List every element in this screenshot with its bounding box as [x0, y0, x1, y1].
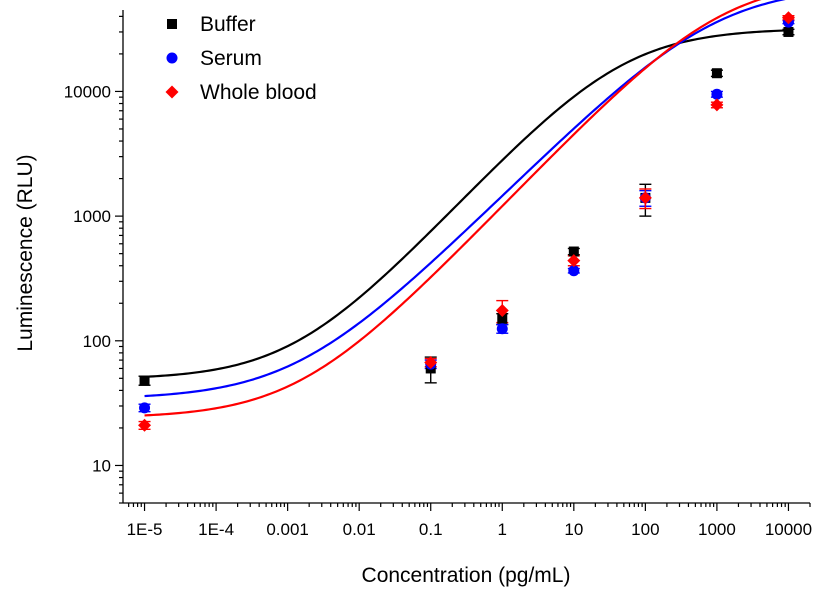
y-tick-label: 10000	[64, 82, 111, 101]
fit-curve-whole-blood	[144, 0, 762, 417]
data-point-buffer	[139, 375, 150, 386]
x-tick-label: 1	[498, 520, 507, 539]
x-tick-label: 0.1	[419, 520, 443, 539]
legend-label: Serum	[200, 47, 262, 70]
x-tick-label: 0.01	[343, 520, 376, 539]
legend-marker	[166, 52, 178, 64]
data-point-serum	[139, 402, 151, 414]
x-tick-label: 1000	[698, 520, 736, 539]
data-point-whole-blood	[495, 303, 509, 317]
error-bars	[138, 15, 795, 431]
data-point-whole-blood	[138, 418, 152, 432]
y-axis-title: Luminescence (RLU)	[14, 154, 37, 351]
legend-label: Whole blood	[200, 81, 317, 104]
data-point-serum	[711, 88, 723, 100]
data-point-whole-blood	[781, 11, 795, 25]
x-tick-label: 1E-4	[198, 520, 234, 539]
data-point-serum	[568, 265, 580, 277]
data-point-buffer	[568, 246, 579, 257]
legend-item-buffer: Buffer	[167, 13, 256, 36]
fit-curves	[144, 0, 789, 417]
fit-curve-serum	[144, 0, 786, 398]
legend-label: Buffer	[200, 13, 256, 36]
data-point-whole-blood	[710, 98, 724, 112]
legend-marker	[167, 19, 177, 29]
legend-item-whole-blood: Whole blood	[165, 81, 317, 104]
legend-marker	[165, 85, 179, 99]
data-point-buffer	[783, 26, 794, 37]
data-points	[138, 11, 795, 432]
data-point-whole-blood	[567, 254, 581, 268]
data-point-serum	[496, 323, 508, 335]
x-tick-label: 10000	[765, 520, 812, 539]
x-tick-label: 100	[631, 520, 659, 539]
data-point-whole-blood	[424, 355, 438, 369]
x-tick-label: 0.001	[266, 520, 309, 539]
x-axis-title: Concentration (pg/mL)	[362, 564, 571, 587]
data-point-whole-blood	[638, 191, 652, 205]
legend: Buffer Serum Whole blood	[165, 13, 317, 104]
y-tick-label: 10	[92, 456, 111, 475]
y-tick-label: 100	[83, 332, 111, 351]
data-point-buffer	[497, 313, 508, 324]
x-tick-label: 10	[564, 520, 583, 539]
x-tick-label: 1E-5	[127, 520, 163, 539]
data-point-buffer	[711, 68, 722, 79]
y-tick-label: 1000	[73, 207, 111, 226]
legend-item-serum: Serum	[166, 47, 262, 70]
axes: 1E-5 1E-4 0.001 0.01 0.1 1 10 100 1000 10000 10 100…	[64, 10, 812, 539]
